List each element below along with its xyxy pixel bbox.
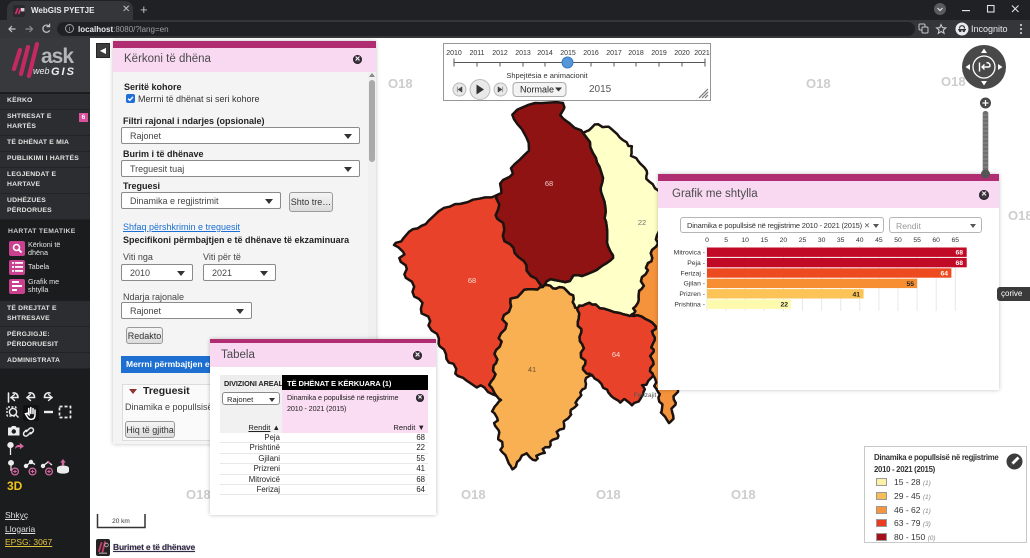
svg-text:2013: 2013: [515, 50, 531, 57]
svg-text:3D: 3D: [7, 479, 23, 493]
svg-text:35: 35: [837, 237, 845, 244]
svg-text:55: 55: [906, 281, 914, 288]
svg-text:64: 64: [940, 271, 948, 278]
svg-text:Mitrovica -: Mitrovica -: [674, 250, 705, 257]
svg-text:Normale: Normale: [520, 85, 554, 95]
svg-text:Gjilan -: Gjilan -: [683, 281, 705, 288]
svg-text:2016: 2016: [583, 50, 599, 57]
svg-text:2021: 2021: [694, 50, 710, 57]
svg-text:0: 0: [705, 237, 709, 244]
svg-text:25: 25: [799, 237, 807, 244]
svg-text:Prizren -: Prizren -: [679, 291, 705, 298]
svg-text:20: 20: [780, 237, 788, 244]
svg-text:Shpejtësia e animacionit: Shpejtësia e animacionit: [506, 71, 588, 80]
svg-text:40: 40: [856, 237, 864, 244]
svg-text:5: 5: [724, 237, 728, 244]
svg-text:2017: 2017: [606, 50, 622, 57]
svg-text:68: 68: [955, 250, 963, 257]
svg-text:68: 68: [955, 260, 963, 267]
svg-text:60: 60: [932, 237, 940, 244]
svg-text:2015: 2015: [560, 50, 576, 57]
svg-text:GIS: GIS: [51, 66, 76, 78]
svg-text:10: 10: [741, 237, 749, 244]
svg-text:22: 22: [638, 218, 646, 227]
svg-text:2020: 2020: [674, 50, 690, 57]
svg-text:50: 50: [894, 237, 902, 244]
svg-text:2012: 2012: [492, 50, 508, 57]
svg-text:2019: 2019: [651, 50, 667, 57]
svg-text:68: 68: [545, 179, 553, 188]
svg-text:2010: 2010: [446, 50, 462, 57]
svg-text:Prishtina -: Prishtina -: [674, 302, 705, 309]
svg-text:20 km: 20 km: [112, 518, 130, 525]
svg-text:Peja -: Peja -: [687, 260, 705, 267]
svg-text:55: 55: [913, 237, 921, 244]
svg-text:2011: 2011: [469, 50, 484, 57]
svg-text:15: 15: [761, 237, 769, 244]
svg-text:2015: 2015: [589, 84, 612, 95]
svg-text:ask: ask: [41, 45, 74, 68]
svg-text:30: 30: [818, 237, 826, 244]
svg-text:68: 68: [468, 276, 476, 285]
svg-text:41: 41: [852, 291, 860, 298]
svg-text:65: 65: [952, 237, 960, 244]
svg-text:2018: 2018: [628, 50, 644, 57]
svg-text:41: 41: [528, 365, 536, 374]
svg-text:45: 45: [875, 237, 883, 244]
svg-text:22: 22: [780, 302, 788, 309]
svg-text:Ferizajit: Ferizajit: [634, 392, 657, 399]
svg-text:64: 64: [612, 350, 620, 359]
svg-text:Incognito: Incognito: [971, 24, 1008, 34]
svg-text:2014: 2014: [537, 50, 553, 57]
svg-text:web: web: [33, 66, 50, 76]
svg-text:Ferizaj -: Ferizaj -: [680, 270, 705, 277]
